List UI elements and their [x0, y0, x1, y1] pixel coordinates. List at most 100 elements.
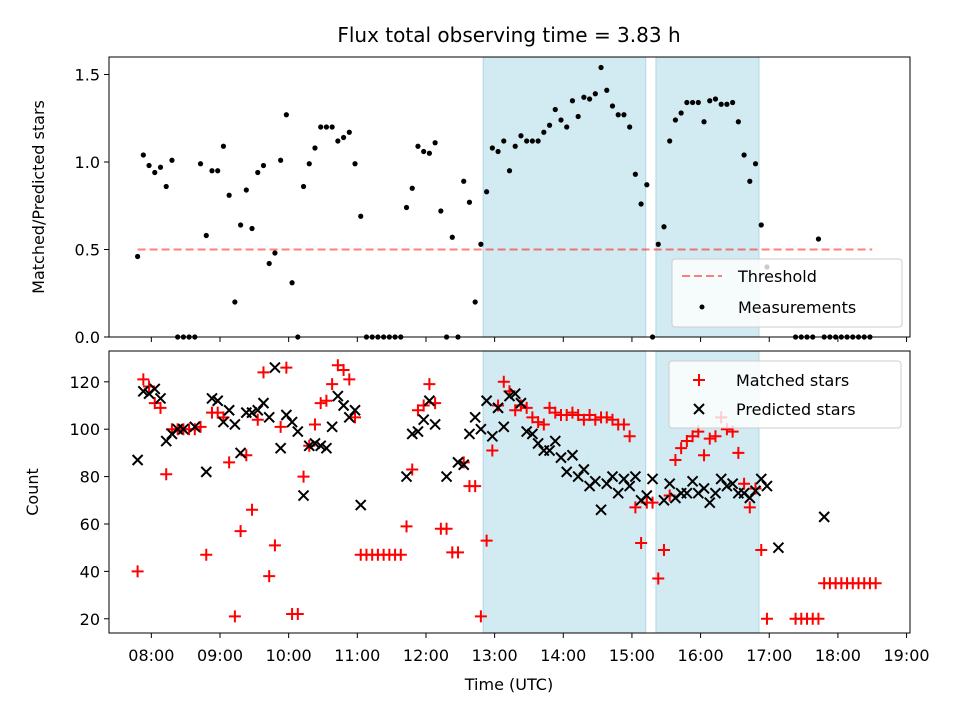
- legend-matched-swatch: [693, 374, 705, 386]
- measurement-point-52: [432, 140, 438, 146]
- predicted-point-36: [349, 404, 361, 416]
- predicted-point-28: [303, 440, 315, 452]
- measurement-point-2: [146, 162, 152, 169]
- shaded-interval-1: [482, 56, 647, 338]
- matched-point-29: [297, 470, 310, 483]
- predicted-point-40: [412, 425, 424, 438]
- predicted-point-37: [355, 499, 367, 511]
- predicted-point-91: [721, 480, 733, 492]
- measurement-point-11: [197, 161, 204, 167]
- measurement-point-86: [627, 124, 633, 130]
- y-tick-label-1: 40: [80, 562, 100, 581]
- predicted-point-18: [246, 406, 258, 419]
- x-tick-label-5: 13:00: [472, 646, 518, 665]
- measurement-point-108: [752, 161, 759, 167]
- predicted-point-25: [286, 416, 298, 428]
- measurement-point-98: [695, 99, 701, 106]
- matched-point-1: [137, 373, 150, 386]
- measurement-point-79: [587, 96, 593, 102]
- predicted-point-89: [709, 487, 722, 499]
- predicted-point-26: [292, 425, 304, 438]
- measurement-point-59: [472, 299, 478, 305]
- ratio-panel-legend-box: [671, 258, 903, 328]
- measurement-point-33: [323, 124, 330, 130]
- matched-point-51: [423, 378, 436, 391]
- measurement-point-99: [701, 119, 707, 125]
- predicted-point-70: [595, 504, 607, 516]
- predicted-point-52: [492, 402, 504, 414]
- matched-point-64: [497, 375, 510, 388]
- predicted-point-73: [612, 487, 624, 499]
- measurement-point-50: [421, 148, 427, 155]
- matched-point-11: [194, 420, 207, 433]
- matched-point-59: [469, 480, 482, 493]
- ratio-panel: 0.0 0.5 1.0 1.5 Matched/Predicted stars Thr…: [29, 56, 911, 347]
- count-panel-legend: Matched stars Predicted stars: [668, 360, 902, 429]
- y-tick-label-1: 0.5: [75, 241, 100, 260]
- measurement-point-24: [272, 250, 278, 256]
- predicted-point-75: [623, 480, 636, 492]
- measurement-point-1: [140, 152, 146, 158]
- x-axis-label: Time (UTC): [464, 675, 553, 694]
- matched-point-70: [532, 416, 545, 429]
- matched-point-86: [623, 430, 636, 443]
- measurement-point-17: [232, 299, 238, 305]
- predicted-point-76: [629, 470, 642, 483]
- legend-measurements-swatch: [699, 304, 705, 310]
- legend-measurements-label: Measurements: [738, 298, 856, 317]
- matched-point-67: [514, 399, 527, 412]
- measurement-point-105: [735, 119, 741, 125]
- predicted-point-45: [452, 456, 464, 469]
- predicted-point-79: [646, 473, 659, 485]
- measurement-point-58: [466, 199, 473, 205]
- measurement-point-16: [226, 192, 232, 198]
- predicted-point-99: [772, 541, 785, 554]
- matched-point-33: [320, 394, 333, 407]
- count-panel-x-ticks: 08:00 09:00 10:00 11:00 12:00 13:00 14:00 15:00…: [128, 633, 930, 665]
- measurement-point-29: [300, 183, 307, 190]
- matched-point-36: [337, 363, 350, 376]
- count-panel-frame: [108, 350, 911, 634]
- ratio-panel-y-ticks: 0.0 0.5 1.0 1.5: [75, 66, 109, 347]
- ratio-panel-x-ticks: [150, 337, 908, 342]
- measurement-point-65: [506, 168, 513, 174]
- measurement-point-66: [512, 143, 518, 149]
- predicted-point-16: [234, 447, 247, 459]
- measurement-point-35: [335, 138, 341, 144]
- measurement-point-18: [237, 222, 244, 228]
- predicted-point-72: [606, 470, 619, 483]
- measurement-point-67: [518, 133, 524, 139]
- matched-point-23: [263, 570, 276, 583]
- y-tick-label-2: 60: [80, 515, 100, 534]
- predicted-point-56: [515, 397, 527, 409]
- matched-point-22: [257, 366, 270, 379]
- matched-point-107: [743, 501, 756, 514]
- measurement-point-81: [598, 64, 604, 71]
- measurement-point-78: [581, 94, 587, 100]
- measurement-point-5: [163, 183, 169, 190]
- measurement-point-115: [815, 236, 822, 242]
- measurement-point-73: [552, 106, 558, 113]
- count-panel: 20 40 60 80 100 120 08:00 09:00 10:00 11:00 12:00…: [23, 350, 930, 694]
- measurement-point-22: [260, 162, 267, 169]
- measurement-point-36: [340, 134, 347, 141]
- measurement-point-75: [564, 124, 570, 130]
- predicted-point-80: [658, 494, 670, 507]
- predicted-point-84: [681, 487, 693, 499]
- measurement-point-23: [266, 260, 272, 267]
- matched-point-48: [406, 463, 419, 476]
- predicted-point-57: [520, 425, 533, 438]
- measurement-point-12: [203, 232, 209, 239]
- measurement-point-85: [621, 112, 627, 118]
- matched-point-4: [154, 401, 167, 414]
- matched-point-31: [308, 418, 321, 431]
- predicted-point-47: [463, 428, 476, 440]
- measurement-point-80: [592, 91, 598, 97]
- predicted-point-85: [686, 475, 699, 488]
- matched-point-80: [589, 413, 602, 426]
- measurement-point-100: [707, 98, 713, 104]
- measurement-point-19: [243, 187, 249, 193]
- matched-point-115: [812, 612, 825, 625]
- predicted-point-67: [578, 463, 590, 476]
- predicted-point-42: [423, 395, 436, 407]
